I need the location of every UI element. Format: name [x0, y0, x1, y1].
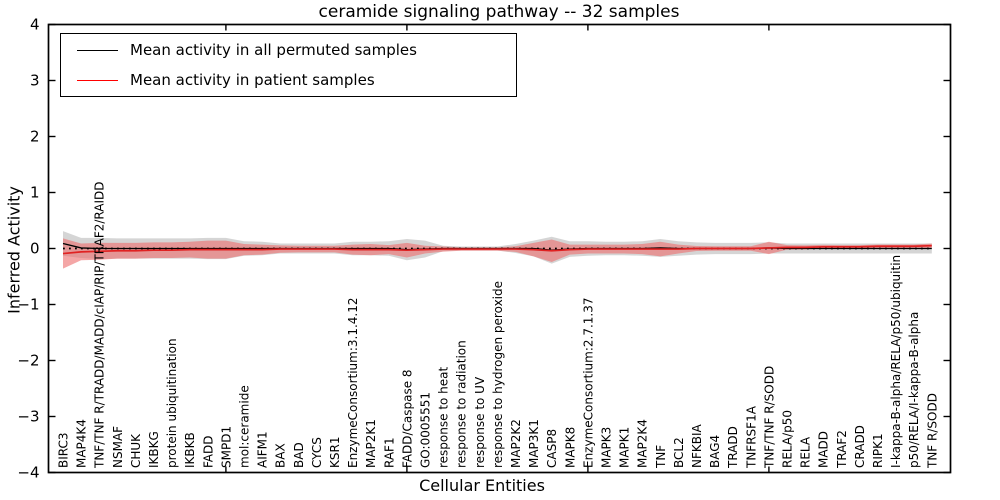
x-tick-label: response to radiation [455, 340, 469, 468]
x-tick-label: FADD/Caspase 8 [400, 369, 414, 468]
x-tick-label: MADD [817, 431, 831, 468]
x-tick-label: TRADD [726, 426, 740, 469]
x-tick-label: MAP3K1 [527, 419, 541, 468]
x-tick-label: CASP8 [545, 429, 559, 468]
x-tick-label: KSR1 [328, 437, 342, 468]
y-tick-label: 1 [30, 184, 40, 202]
x-tick-label: protein ubiquitination [165, 338, 179, 468]
x-tick-label: mol:ceramide [238, 385, 252, 468]
x-tick-label: AIFM1 [256, 431, 270, 468]
x-tick-label: TNF/TNF R/SODD [762, 366, 776, 469]
x-tick-label: MAP2K4 [636, 419, 650, 468]
x-tick-label: TNFRSF1A [744, 405, 758, 469]
x-tick-label: FADD [201, 436, 215, 469]
x-tick-label: IKBKB [183, 432, 197, 468]
y-tick-label: 3 [30, 72, 40, 90]
x-tick-label: MAPK3 [600, 427, 614, 468]
patient-line-sample-icon [77, 79, 118, 81]
x-tick-label: MAP2K2 [509, 419, 523, 468]
x-tick-label: GO:0005551 [419, 392, 433, 468]
x-tick-label: RAF1 [382, 437, 396, 468]
x-tick-label: MAP4K4 [75, 419, 89, 468]
x-tick-label: I-kappa-B-alpha/RELA/p50/ubiquitin [889, 255, 903, 468]
x-tick-label: response to UV [473, 376, 487, 468]
patient-std-band [63, 238, 932, 269]
y-tick-label: −1 [17, 296, 39, 314]
x-tick-label: MAPK1 [618, 427, 632, 468]
x-tick-label: CHUK [129, 433, 143, 468]
x-tick-label: RELA/p50 [781, 410, 795, 468]
legend-item-permuted: Mean activity in all permuted samples [61, 35, 516, 65]
x-tick-label: BAD [292, 442, 306, 468]
legend-item-label: Mean activity in all permuted samples [130, 41, 417, 59]
x-axis-label: Cellular Entities [419, 476, 545, 495]
chart-title: ceramide signaling pathway -- 32 samples [318, 2, 680, 22]
x-tick-label: RIPK1 [871, 433, 885, 468]
x-tick-label: BAX [274, 443, 288, 468]
x-tick-label: EnzymeConsortium:2.7.1.37 [581, 297, 595, 468]
y-tick-label: 0 [30, 240, 40, 258]
x-tick-label: MAPK8 [563, 427, 577, 468]
x-tick-label: p50/RELA/I-kappa-B-alpha [907, 312, 921, 468]
legend-item-label: Mean activity in patient samples [130, 71, 375, 89]
y-tick-label: 2 [30, 128, 40, 146]
x-tick-label: BAG4 [708, 435, 722, 468]
y-tick-label: −3 [17, 408, 39, 426]
x-tick-label: BIRC3 [57, 432, 71, 468]
x-tick-label: TNF/TNF R/TRADD/MADD/cIAP/RIP/TRAF2/RAID… [93, 182, 107, 470]
patient-mean-line [62, 244, 932, 255]
y-tick-label: −2 [17, 352, 39, 370]
x-tick-label: TNF [654, 445, 668, 469]
x-tick-label: TNF R/SODD [925, 393, 939, 469]
y-tick-label: 4 [30, 16, 40, 34]
y-tick-label: −4 [17, 464, 39, 482]
x-tick-label: EnzymeConsortium:3.1.4.12 [346, 297, 360, 468]
x-tick-label: NFKBIA [690, 423, 704, 468]
x-tick-label: IKBKG [147, 431, 161, 468]
x-tick-label: response to heat [437, 366, 451, 468]
x-tick-label: RELA [799, 436, 813, 468]
x-tick-label: response to hydrogen peroxide [491, 281, 505, 468]
x-tick-label: NSMAF [111, 426, 125, 468]
x-tick-label: TRAF2 [835, 430, 849, 469]
x-tick-label: SMPD1 [219, 426, 233, 468]
legend-item-patient: Mean activity in patient samples [61, 65, 516, 95]
legend: Mean activity in all permuted samples Me… [60, 33, 517, 97]
x-tick-label: CYCS [310, 437, 324, 468]
permuted-line-sample-icon [77, 49, 118, 51]
x-tick-label: CRADD [853, 425, 867, 468]
x-tick-label: BCL2 [672, 437, 686, 468]
x-tick-label: MAP2K1 [364, 419, 378, 468]
